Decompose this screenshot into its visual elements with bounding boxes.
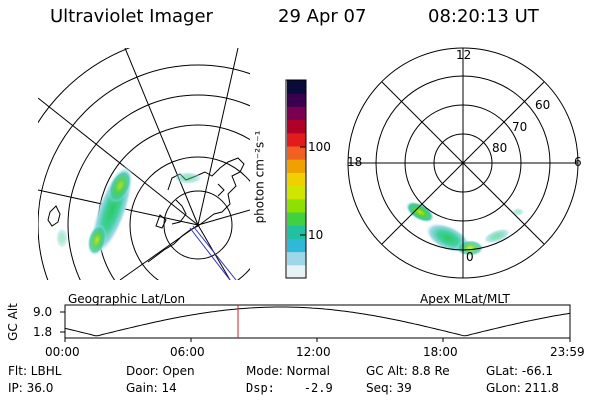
colorbar-segment — [287, 119, 306, 134]
geographic-map — [38, 48, 250, 280]
colorbar — [285, 79, 307, 279]
instrument-title: Ultraviolet Imager — [50, 6, 213, 27]
altitude-xtick-0: 00:00 — [45, 345, 80, 359]
colorbar-segment — [287, 146, 306, 160]
left-map-label: Geographic Lat/Lon — [68, 292, 186, 306]
status-gc-alt: GC Alt: 8.8 Re — [366, 364, 450, 378]
colorbar-tick-100: 100 — [308, 140, 331, 154]
altitude-ytick-1-8: 1.8 — [33, 325, 53, 339]
altitude-ylabel: GC Alt — [5, 303, 20, 341]
status-dsp: Dsp: -2.9 — [246, 381, 333, 395]
colorbar-segment — [287, 264, 306, 279]
colorbar-segment — [287, 132, 306, 147]
status-glat: GLat: -66.1 — [486, 364, 553, 378]
altitude-xtick-1: 06:00 — [170, 345, 205, 359]
altitude-xtick-4: 23:59 — [550, 345, 585, 359]
apex-polar-map — [347, 47, 579, 279]
mlt-label-12: 12 — [456, 48, 472, 62]
colorbar-segment — [287, 80, 306, 94]
mlt-label-18: 18 — [347, 155, 363, 169]
time-label: 08:20:13 UT — [428, 6, 539, 27]
status-glon: GLon: 211.8 — [486, 381, 559, 395]
colorbar-segment — [287, 172, 306, 187]
colorbar-segment — [287, 212, 306, 226]
colorbar-segment — [287, 185, 306, 200]
status-door: Door: Open — [126, 364, 195, 378]
altitude-xtick-2: 12:00 — [296, 345, 331, 359]
mlat-label-60: 60 — [535, 98, 551, 112]
status-ip: IP: 36.0 — [8, 381, 54, 395]
status-mode: Mode: Normal — [246, 364, 330, 378]
colorbar-segment — [287, 159, 306, 173]
mlt-label-0: 0 — [466, 250, 474, 264]
status-gain: Gain: 14 — [126, 381, 177, 395]
colorbar-segment — [287, 93, 306, 107]
colorbar-tick-10: 10 — [308, 228, 324, 242]
altitude-xtick-3: 18:00 — [423, 345, 458, 359]
colorbar-segment — [287, 225, 306, 239]
right-map-label: Apex MLat/MLT — [420, 292, 510, 306]
colorbar-segment — [287, 198, 306, 213]
colorbar-segment — [287, 238, 306, 253]
date-label: 29 Apr 07 — [278, 6, 367, 27]
status-seq: Seq: 39 — [366, 381, 412, 395]
colorbar-unit-label: photon cm⁻²s⁻¹ — [252, 130, 267, 224]
aurora-emission-geographic — [56, 164, 202, 256]
mlt-label-6: 6 — [574, 155, 582, 169]
colorbar-segment — [287, 106, 306, 121]
status-filter: Flt: LBHL — [8, 364, 62, 378]
mlat-label-80: 80 — [492, 141, 508, 155]
mlat-label-70: 70 — [512, 120, 528, 134]
colorbar-segment — [287, 251, 306, 266]
altitude-plot — [60, 304, 571, 342]
altitude-ytick-9: 9.0 — [33, 305, 53, 319]
